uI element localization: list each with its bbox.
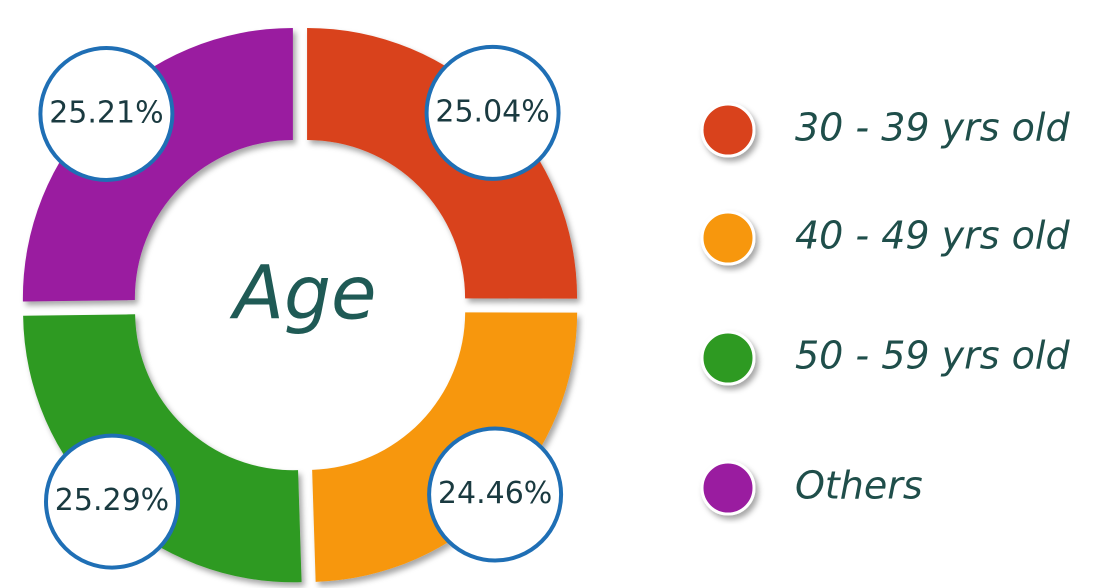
value-labels: 25.04% 24.46% 25.29% 25.21% [38,44,564,570]
legend-swatch [700,102,756,158]
value-label: 24.46% [438,476,552,511]
donut-segment [23,314,302,583]
label-bubble [424,44,561,181]
value-label: 25.04% [435,94,549,129]
label-bubble [427,426,564,563]
donut-segment [312,312,578,582]
label-bubble [44,433,181,570]
donut-segment [307,27,578,299]
value-label: 25.29% [55,483,169,518]
legend: 30 - 39 yrs old 40 - 49 yrs old 50 - 59 yr… [700,102,1070,516]
legend-label: 30 - 39 yrs old [795,106,1070,150]
donut-segment [22,27,293,302]
legend-swatch [700,460,756,516]
donut [22,27,578,583]
legend-swatch [700,330,756,386]
legend-swatch [700,210,756,266]
label-bubble [38,45,175,182]
legend-label: 50 - 59 yrs old [795,334,1070,378]
legend-label: Others [795,464,923,508]
center-title: Age [229,251,376,337]
legend-label: 40 - 49 yrs old [795,214,1070,258]
value-label: 25.21% [49,95,163,130]
